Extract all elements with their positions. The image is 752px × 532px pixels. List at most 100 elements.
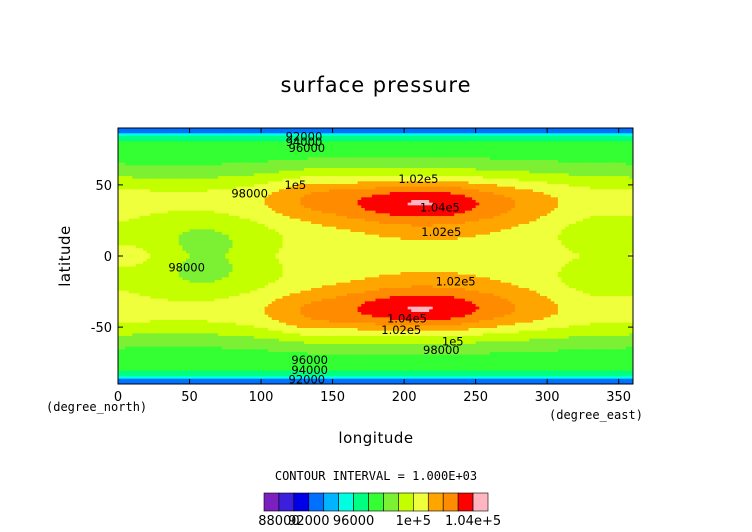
contour-cell: [243, 184, 248, 188]
contour-cell: [228, 146, 233, 150]
contour-cell: [447, 149, 452, 153]
contour-cell: [336, 170, 341, 174]
contour-cell: [178, 208, 183, 212]
contour-cell: [157, 168, 162, 172]
contour-cell: [182, 157, 187, 161]
contour-cell: [522, 202, 527, 206]
contour-cell: [454, 146, 459, 150]
contour-cell: [518, 157, 523, 161]
contour-cell: [622, 186, 627, 190]
contour-cell: [239, 152, 244, 156]
contour-cell: [153, 189, 158, 193]
contour-cell: [575, 154, 580, 158]
contour-cell: [550, 202, 555, 206]
contour-cell: [629, 168, 634, 172]
contour-cell: [196, 157, 201, 161]
contour-cell: [404, 210, 409, 214]
contour-cell: [357, 136, 362, 140]
contour-cell: [168, 157, 173, 161]
contour-cell: [557, 136, 562, 140]
contour-cell: [393, 170, 398, 174]
contour-cell: [590, 189, 595, 193]
contour-cell: [293, 170, 298, 174]
contour-cell: [214, 149, 219, 153]
contour-cell: [164, 138, 169, 142]
contour-cell: [314, 202, 319, 206]
contour-cell: [625, 149, 630, 153]
contour-cell: [497, 136, 502, 140]
contour-cell: [314, 149, 319, 153]
contour-cell: [472, 208, 477, 212]
contour-cell: [575, 130, 580, 134]
contour-cell: [210, 181, 215, 185]
contour-cell: [618, 197, 623, 201]
contour-cell: [393, 186, 398, 190]
contour-cell: [439, 205, 444, 209]
contour-cell: [175, 208, 180, 212]
contour-cell: [289, 176, 294, 180]
contour-cell: [518, 170, 523, 174]
contour-cell: [307, 133, 312, 137]
contour-cell: [565, 128, 570, 132]
contour-cell: [128, 181, 133, 185]
contour-cell: [536, 208, 541, 212]
contour-cell: [282, 173, 287, 177]
contour-cell: [475, 157, 480, 161]
contour-cell: [414, 136, 419, 140]
contour-cell: [615, 173, 620, 177]
contour-cell: [171, 162, 176, 166]
contour-cell: [278, 184, 283, 188]
contour-cell: [414, 184, 419, 188]
contour-cell: [375, 200, 380, 204]
contour-cell: [264, 141, 269, 145]
contour-cell: [271, 205, 276, 209]
contour-cell: [425, 197, 430, 201]
contour-cell: [625, 144, 630, 148]
contour-cell: [210, 128, 215, 132]
contour-cell: [489, 141, 494, 145]
contour-cell: [507, 133, 512, 137]
contour-cell: [525, 157, 530, 161]
contour-cell: [543, 138, 548, 142]
contour-cell: [321, 154, 326, 158]
contour-cell: [497, 213, 502, 217]
contour-cell: [189, 138, 194, 142]
contour-cell: [239, 144, 244, 148]
contour-cell: [178, 165, 183, 169]
contour-cell: [396, 184, 401, 188]
contour-cell: [232, 186, 237, 190]
contour-cell: [139, 165, 144, 169]
contour-cell: [139, 152, 144, 156]
contour-cell: [500, 205, 505, 209]
contour-cell: [332, 149, 337, 153]
contour-cell: [514, 138, 519, 142]
contour-cell: [200, 160, 205, 164]
contour-cell: [497, 149, 502, 153]
contour-cell: [278, 160, 283, 164]
contour-cell: [371, 208, 376, 212]
contour-cell: [622, 202, 627, 206]
contour-cell: [382, 181, 387, 185]
contour-cell: [346, 152, 351, 156]
contour-cell: [411, 149, 416, 153]
contour-cell: [368, 189, 373, 193]
contour-cell: [407, 130, 412, 134]
contour-cell: [375, 130, 380, 134]
contour-cell: [432, 202, 437, 206]
contour-cell: [271, 218, 276, 222]
contour-cell: [525, 136, 530, 140]
contour-cell: [611, 160, 616, 164]
contour-cell: [421, 138, 426, 142]
contour-cell: [332, 178, 337, 182]
contour-cell: [379, 181, 384, 185]
contour-cell: [529, 162, 534, 166]
contour-cell: [432, 136, 437, 140]
contour-cell: [168, 130, 173, 134]
contour-cell: [482, 178, 487, 182]
contour-cell: [625, 173, 630, 177]
contour-cell: [396, 146, 401, 150]
contour-cell: [554, 181, 559, 185]
contour-cell: [518, 192, 523, 196]
contour-cell: [379, 205, 384, 209]
contour-cell: [493, 130, 498, 134]
